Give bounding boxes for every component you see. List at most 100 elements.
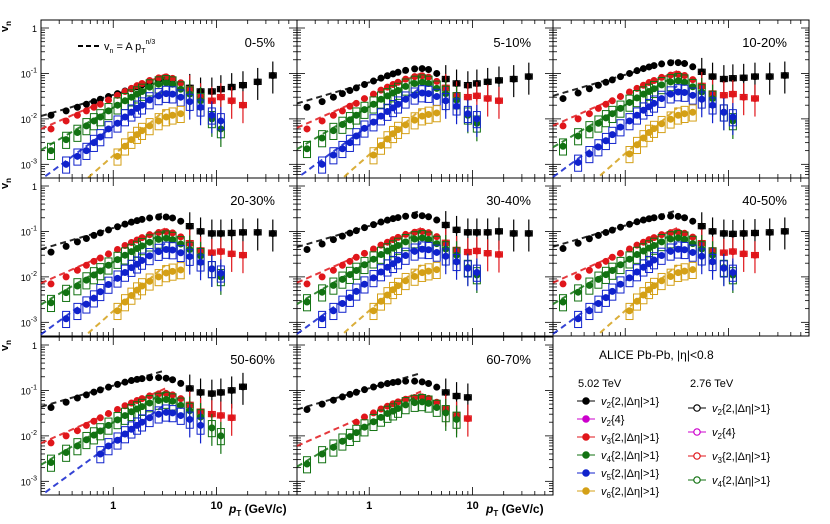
syst-box (401, 78, 410, 96)
syst-box (162, 109, 171, 127)
data-point (177, 401, 185, 409)
data-point (633, 218, 641, 226)
data-point (495, 76, 503, 84)
syst-box (168, 263, 177, 281)
syst-box (303, 294, 312, 312)
data-point (361, 423, 369, 431)
syst-box (574, 128, 583, 146)
data-point (352, 99, 360, 107)
data-point (73, 282, 81, 290)
axis-ticks (40, 337, 298, 496)
syst-box (383, 131, 392, 149)
data-point (377, 268, 385, 276)
data-point (626, 307, 634, 315)
data-point (411, 116, 419, 124)
data-point (681, 78, 689, 86)
data-point (720, 75, 728, 83)
data-point (121, 220, 129, 228)
axis-ticks (40, 20, 298, 179)
data-point (62, 242, 70, 250)
axis-ticks (40, 178, 298, 337)
data-point (208, 424, 216, 432)
data-point (177, 93, 185, 101)
data-point (377, 413, 385, 421)
data-point (442, 252, 450, 260)
syst-box (389, 255, 398, 274)
data-point (729, 230, 737, 238)
data-point (681, 246, 689, 254)
data-point (146, 122, 154, 130)
panel-5-10%: 5-10% (296, 19, 554, 179)
data-point (62, 432, 70, 440)
data-point (740, 74, 748, 82)
syst-box (47, 454, 56, 472)
data-point (617, 93, 625, 101)
syst-box (633, 107, 642, 125)
syst-box (360, 276, 369, 294)
data-point (177, 249, 185, 257)
data-point (464, 93, 472, 101)
data-point (169, 397, 177, 405)
data-point (146, 76, 154, 84)
data-point (146, 277, 154, 285)
panel-50-60%: 10-3 10-2 10-1 1 1 10 50-60% (21, 336, 298, 512)
series-v6 (87, 105, 185, 179)
series-v3 (296, 72, 503, 133)
syst-box (133, 417, 142, 435)
data-point (442, 221, 450, 229)
data-point (377, 405, 385, 413)
data-point (442, 409, 450, 417)
data-point (674, 212, 682, 220)
data-point (674, 59, 682, 67)
data-point (674, 234, 682, 242)
data-point (186, 385, 194, 393)
data-point (138, 418, 146, 426)
data-point (617, 73, 625, 81)
data-point (425, 229, 433, 237)
data-point (689, 248, 697, 256)
data-point (433, 109, 441, 117)
series-v2 (552, 209, 789, 253)
data-point (96, 386, 104, 394)
data-point (155, 235, 163, 243)
data-point (425, 66, 433, 74)
data-point (473, 92, 481, 100)
syst-box (432, 261, 441, 279)
data-point (239, 101, 247, 109)
syst-box (452, 98, 461, 116)
data-point (318, 117, 326, 125)
data-point (418, 269, 426, 277)
data-point (689, 63, 697, 71)
data-point (105, 280, 113, 288)
syst-box (345, 112, 354, 130)
data-point (425, 246, 433, 254)
data-point (138, 282, 146, 290)
data-point (585, 85, 593, 93)
data-point (510, 75, 518, 83)
data-point (138, 215, 146, 223)
data-point (90, 231, 98, 239)
data-point (667, 272, 675, 280)
data-point (402, 82, 410, 90)
data-point (639, 291, 647, 299)
svg-text:v4{2,|Δη|>1}: v4{2,|Δη|>1} (712, 475, 771, 489)
syst-box (138, 238, 147, 256)
data-point (146, 238, 154, 246)
data-point (650, 234, 658, 242)
legend-entry-502-4: v5{2,|Δη|>1} (577, 468, 660, 482)
fit-line (40, 391, 166, 466)
data-point (639, 263, 647, 271)
data-point (169, 376, 177, 384)
syst-box (176, 105, 185, 124)
syst-box (89, 134, 98, 152)
data-point (473, 247, 481, 255)
data-point (377, 251, 385, 259)
data-point (626, 274, 634, 282)
data-point (114, 101, 122, 109)
data-point (681, 267, 689, 275)
data-point (73, 307, 81, 315)
syst-box (394, 237, 403, 255)
fit-legend: vn = A pTn/3 (78, 39, 155, 55)
data-point (62, 289, 70, 297)
data-point (361, 106, 369, 114)
